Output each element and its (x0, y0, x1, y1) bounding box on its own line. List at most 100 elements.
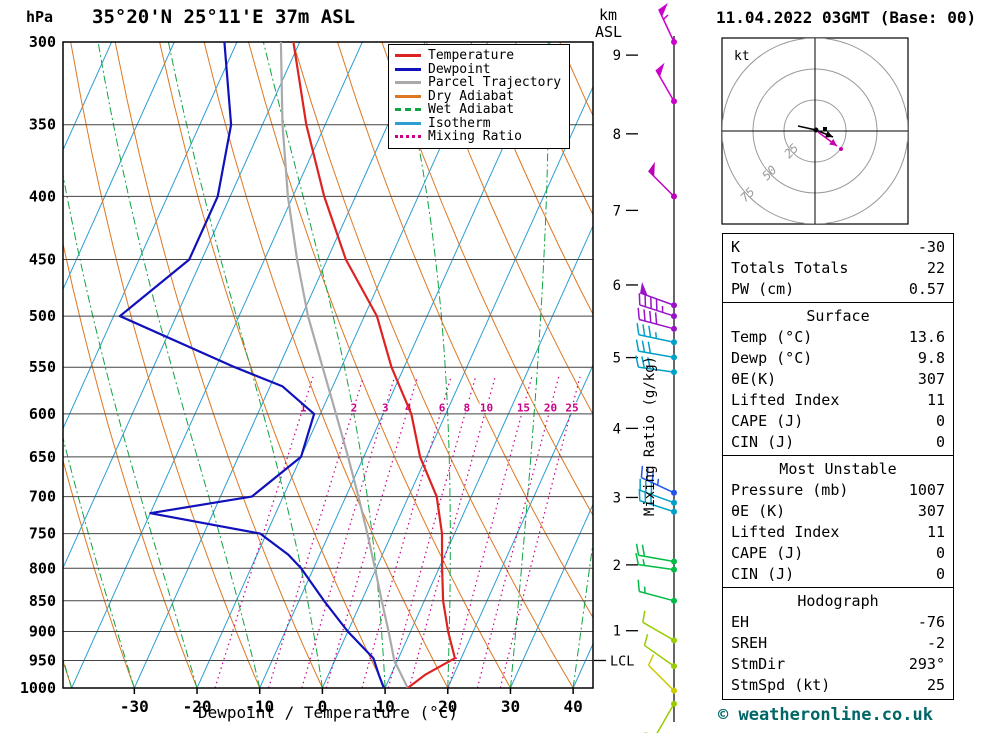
table-row: Pressure (mb) 1007 (723, 480, 953, 501)
legend-label: Mixing Ratio (428, 129, 522, 145)
parcel-trajectory-curve (279, 42, 409, 688)
wet-adiabat-line (510, 42, 550, 688)
legend-swatch-solid (395, 121, 421, 125)
isotherm-line (63, 42, 301, 570)
mixing-ratio-line (214, 376, 314, 688)
table-row-label: EH (731, 613, 750, 631)
x-tick-label: 40 (564, 697, 583, 716)
km-tick-label: 6 (613, 278, 621, 294)
table-row-label: CAPE (J) (731, 544, 804, 562)
pressure-tick-label: 600 (29, 405, 56, 423)
legend-swatch-solid (395, 67, 421, 71)
table-row: StmSpd (kt) 25 (723, 675, 953, 696)
km-tick-label: 8 (613, 127, 621, 143)
table-most_unstable: Most Unstable Pressure (mb) 1007 θE (K) 307 L… (722, 455, 954, 589)
table-row: Temp (°C) 13.6 (723, 327, 953, 348)
table-row-value: 13.6 (908, 328, 945, 346)
table-row: K -30 (723, 237, 953, 258)
table-row-value: 0 (935, 433, 945, 451)
dry-adiabat-line (63, 458, 135, 688)
table-row-label: θE(K) (731, 370, 777, 388)
mixing-ratio-line (408, 376, 496, 688)
mixing-ratio-line (361, 376, 452, 688)
table-row-label: Dewp (°C) (731, 349, 813, 367)
legend-item: Dry Adiabat (395, 88, 561, 104)
mixing-ratio-line (447, 376, 533, 688)
table-row-label: CIN (J) (731, 565, 795, 583)
km-tick-label: 1 (613, 624, 621, 640)
x-tick-label: 10 (375, 697, 394, 716)
table-surface: Surface Temp (°C) 13.6 Dewp (°C) 9.8 θE(K) 307… (722, 302, 954, 457)
table-row-value: 0 (935, 565, 945, 583)
legend-item: Dewpoint (395, 62, 561, 77)
table-row-value: 11 (926, 523, 945, 541)
table-row-label: SREH (731, 634, 768, 652)
x-tick-label: 0 (318, 697, 328, 716)
x-tick-label: 20 (438, 697, 457, 716)
table-row-value: 0.57 (908, 280, 945, 298)
mixing-ratio-line (499, 376, 581, 688)
pressure-tick-label: 1000 (20, 679, 56, 697)
isotherm-line (196, 42, 489, 688)
pressure-tick-label: 800 (29, 559, 56, 577)
datetime-label: 11.04.2022 03GMT (Base: 00) (716, 8, 977, 27)
legend-label: Isotherm (428, 115, 491, 131)
mixing-ratio-value-label: 8 (464, 402, 471, 415)
wet-adiabat-line (63, 435, 135, 688)
dry-adiabat-line (425, 42, 593, 416)
table-title: Surface (806, 307, 870, 325)
x-axis-label: Dewpoint / Temperature (°C) (197, 703, 459, 722)
table-row-label: θE (K) (731, 502, 786, 520)
pressure-tick-label: 400 (29, 187, 56, 205)
table-row: Lifted Index 11 (723, 522, 953, 543)
x-tick-label: -10 (245, 697, 274, 716)
isotherm-line (447, 364, 593, 688)
table-indices: K -30 Totals Totals 22 PW (cm) 0.57 (722, 233, 954, 304)
table-row: θE(K) 307 (723, 369, 953, 390)
legend-label: Dry Adiabat (428, 88, 515, 104)
table-row-value: 307 (917, 502, 945, 520)
pressure-tick-label: 500 (29, 307, 56, 325)
mixing-ratio-value-label: 2 (351, 402, 358, 415)
table-row: CIN (J) 0 (723, 564, 953, 585)
wet-adiabat-line (167, 42, 323, 688)
table-row: Lifted Index 11 (723, 390, 953, 411)
wet-adiabat-line (262, 42, 386, 688)
legend-item: Mixing Ratio (395, 129, 561, 145)
km-tick-label: 2 (613, 558, 621, 574)
sounding-curves (118, 42, 456, 688)
legend-swatch-solid (395, 81, 421, 85)
dewpoint-curve (118, 42, 385, 688)
isotherm-line (63, 42, 175, 291)
mixing-ratio-line (325, 376, 419, 688)
table-title: Hodograph (797, 592, 879, 610)
plot-border (62, 41, 594, 689)
table-row: Dewp (°C) 9.8 (723, 348, 953, 369)
isotherm-line (71, 42, 363, 688)
table-row: Totals Totals 22 (723, 258, 953, 279)
pressure-tick-label: 450 (29, 251, 56, 269)
table-row-label: Lifted Index (731, 391, 840, 409)
table-row-label: StmDir (731, 655, 786, 673)
wet-adiabat-line (572, 539, 593, 688)
x-tick-label: 30 (501, 697, 520, 716)
legend-label: Temperature (428, 48, 515, 64)
km-tick-label: 3 (613, 490, 621, 506)
table-row-value: -30 (917, 238, 945, 256)
legend-swatch-solid (395, 54, 421, 58)
table-title: Most Unstable (779, 460, 897, 478)
km-axis-unit-label: km (599, 6, 618, 24)
mixing-ratio-value-label: 10 (480, 402, 493, 415)
table-row-value: -2 (926, 634, 945, 652)
pressure-tick-label: 700 (29, 488, 56, 506)
mixing-ratio-value-label: 15 (517, 402, 530, 415)
table-row-value: 0 (935, 544, 945, 562)
km-tick-label: 5 (613, 351, 621, 367)
table-row: PW (cm) 0.57 (723, 279, 953, 300)
mixing-ratio-line (387, 376, 477, 688)
wet-adiabat-line (63, 172, 198, 688)
table-row: SREH -2 (723, 633, 953, 654)
pressure-tick-label: 650 (29, 448, 56, 466)
